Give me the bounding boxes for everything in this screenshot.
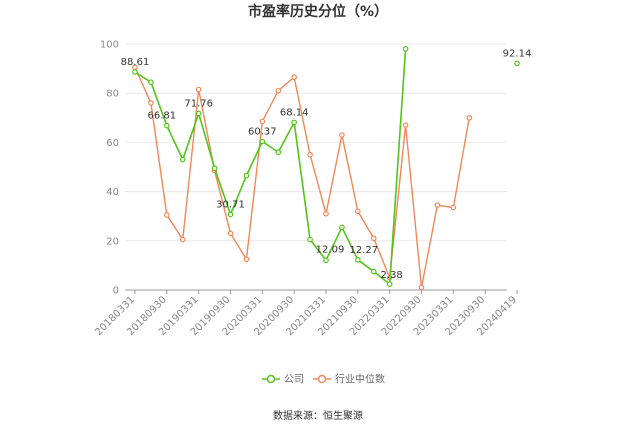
company-data-point[interactable] [259,138,266,145]
data-label: 66.81 [148,111,177,122]
y-tick-label: 80 [106,89,119,100]
legend-item-industry-median[interactable]: 行业中位数 [313,373,385,386]
industry-median-data-point[interactable] [227,230,234,237]
data-label: 30.71 [216,199,245,210]
company-data-point[interactable] [402,46,409,52]
industry-median-data-point[interactable] [148,100,154,106]
company-data-point[interactable] [227,211,234,218]
legend-label: 公司 [284,375,304,386]
data-label: 12.09 [316,244,345,255]
company-data-point[interactable] [148,79,154,85]
company-data-point[interactable] [132,69,138,75]
company-data-point[interactable] [243,172,250,179]
industry-median-data-point[interactable] [418,284,425,291]
chart-title: 市盈率历史分位（%） [248,3,388,20]
industry-median-data-point[interactable] [339,132,345,138]
industry-median-data-point[interactable] [323,210,329,217]
series-layer [132,46,520,291]
industry-median-series-line [134,67,470,288]
data-label: 2.38 [381,270,403,281]
data-label: 60.37 [248,126,277,137]
legend-swatch-marker [317,374,327,384]
company-data-point[interactable] [195,110,202,117]
company-data-point[interactable] [291,119,297,126]
industry-median-data-point[interactable] [370,235,377,242]
data-label: 71.76 [184,98,213,109]
industry-median-data-point[interactable] [195,86,202,93]
legend-swatch-marker [266,374,276,384]
data-source-note: 数据来源：恒生聚源 [273,409,363,422]
y-tick-label: 100 [100,40,119,51]
industry-median-data-point[interactable] [307,151,313,158]
company-series-line [134,48,407,286]
data-label: 12.27 [350,245,379,256]
company-data-point[interactable] [355,257,361,263]
industry-median-data-point[interactable] [434,202,441,208]
grid-layer [125,43,507,242]
company-data-point[interactable] [179,156,186,163]
industry-median-data-point[interactable] [179,236,186,243]
industry-median-data-point[interactable] [355,208,361,215]
legend-label: 行业中位数 [335,373,385,386]
data-label: 92.14 [503,48,532,59]
data-label: 68.14 [280,107,309,118]
industry-median-data-point[interactable] [291,74,297,81]
industry-median-data-point[interactable] [402,122,409,128]
data-label: 88.61 [121,57,150,68]
company-data-point[interactable] [307,236,313,243]
company-data-point[interactable] [275,149,282,156]
industry-median-data-point[interactable] [275,87,282,94]
industry-median-data-point[interactable] [450,204,457,211]
industry-median-data-point[interactable] [466,115,473,121]
y-tick-label: 60 [106,138,119,149]
industry-median-data-point[interactable] [243,256,250,263]
company-data-point[interactable] [370,268,377,275]
axis-layer: 0204060801002018033120180930201903312019… [93,40,519,339]
y-tick-label: 20 [106,236,119,247]
legend-item-company[interactable]: 公司 [262,375,304,386]
company-data-point[interactable] [339,224,345,231]
legend[interactable]: 公司 行业中位数 [262,373,385,386]
company-data-point[interactable] [386,281,393,287]
industry-median-data-point[interactable] [164,212,170,218]
industry-median-data-point[interactable] [259,118,266,125]
company-data-point[interactable] [323,257,329,264]
company-data-point[interactable] [211,165,218,172]
y-tick-label: 40 [106,187,119,198]
company-data-point[interactable] [164,122,170,129]
company-data-point[interactable] [514,60,520,67]
y-tick-label: 0 [113,286,119,297]
